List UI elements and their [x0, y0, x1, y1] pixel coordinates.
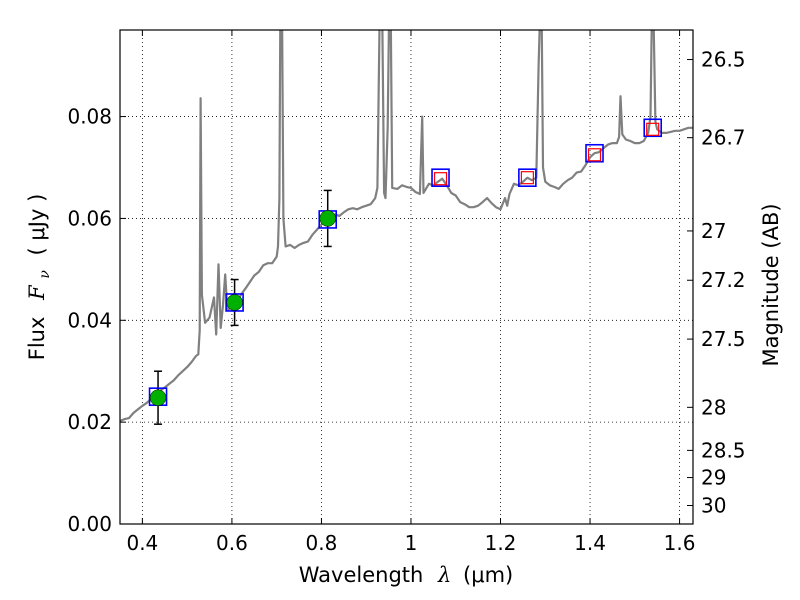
y-axis-title-text: Flux [25, 317, 49, 361]
mag-tick-label: 26.5 [701, 48, 746, 72]
y-tick-label: 0.08 [67, 105, 112, 129]
mag-tick-label: 27.2 [701, 268, 746, 292]
blue-square-marker [431, 168, 450, 187]
x-tick-label: 0.8 [306, 531, 338, 555]
x-axis-title-symbol: λ [437, 563, 451, 587]
y-tick-label: 0.04 [67, 308, 112, 332]
x-tick-label: 1.2 [485, 531, 517, 555]
plot-frame [119, 29, 694, 525]
mag-tick-label: 30 [701, 494, 726, 518]
x-tick-label: 1 [405, 531, 418, 555]
blue-square-marker [518, 168, 537, 187]
red-square-marker [433, 172, 448, 186]
red-square-marker [520, 171, 534, 185]
x-tick-label: 0.6 [216, 531, 248, 555]
green-dot-marker [319, 210, 336, 227]
x-tick-label: 1.6 [664, 531, 696, 555]
mag-tick-label: 28.5 [701, 438, 746, 462]
mag-tick-label: 27 [701, 219, 726, 243]
mag-tick-label: 26.7 [701, 126, 746, 150]
y-axis-title-subscript: ν [37, 270, 53, 279]
green-dot-marker [226, 294, 243, 311]
y-tick-label: 0.02 [67, 410, 112, 434]
mag-tick-label: 28 [701, 395, 726, 419]
x-axis-title-unit: (μm) [463, 563, 513, 587]
x-axis-title: Wavelength λ (μm) [299, 563, 513, 587]
y-axis-title-unit: ( μJy ) [25, 194, 49, 256]
blue-square-marker [643, 118, 663, 138]
plot-area [120, 30, 693, 425]
mag-tick-label: 29 [701, 466, 726, 490]
green-dot-marker [149, 389, 167, 406]
blue-square-marker [225, 293, 244, 312]
red-square-marker [646, 122, 660, 136]
right-axis-title: Magnitude (AB) [759, 203, 783, 366]
red-square-marker [587, 148, 602, 162]
y-axis-title: Flux F ν ( μJy ) [25, 194, 54, 361]
y-tick-label: 0.00 [67, 512, 112, 536]
spectrum-line [120, 30, 693, 423]
x-tick-label: 0.4 [126, 531, 158, 555]
blue-square-marker [585, 143, 604, 163]
x-axis-title-text: Wavelength [299, 563, 424, 587]
axes: 0.4 0.6 0.8 1 1.2 1.4 1.6 0.00 0.02 0.04 0.06 0.08 2… [67, 30, 746, 555]
plot-background [120, 30, 693, 524]
x-tick-label: 1.4 [574, 531, 606, 555]
mag-tick-label: 27.5 [701, 327, 746, 351]
y-tick-label: 0.06 [67, 206, 112, 230]
y-axis-title-symbol: F [25, 284, 49, 301]
